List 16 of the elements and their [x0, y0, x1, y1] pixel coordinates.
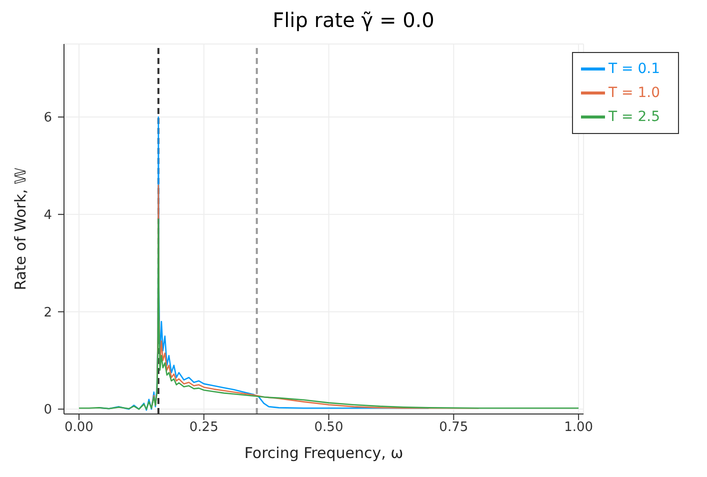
x-axis-title: Forcing Frequency, ω [244, 444, 404, 462]
x-tick-label: 0.50 [314, 420, 344, 436]
legend-label: T = 0.1 [608, 60, 660, 77]
x-tick-label: 0.75 [439, 420, 468, 436]
legend-label: T = 2.5 [608, 108, 660, 125]
line-series [78, 218, 580, 410]
legend-label: T = 1.0 [608, 84, 660, 101]
y-tick-label: 0 [44, 402, 52, 418]
x-tick-label: 0.25 [189, 420, 218, 436]
x-tick-label: 1.00 [564, 420, 594, 436]
y-tick-label: 4 [44, 208, 52, 223]
y-axis-title: Rate of Work, 𝕎 [11, 167, 30, 290]
x-tick-label: 0.00 [64, 420, 94, 436]
y-tick-label: 2 [44, 305, 52, 320]
y-tick-label: 6 [44, 110, 52, 126]
chart-title: Flip rate γ̃ = 0.0 [272, 8, 436, 34]
